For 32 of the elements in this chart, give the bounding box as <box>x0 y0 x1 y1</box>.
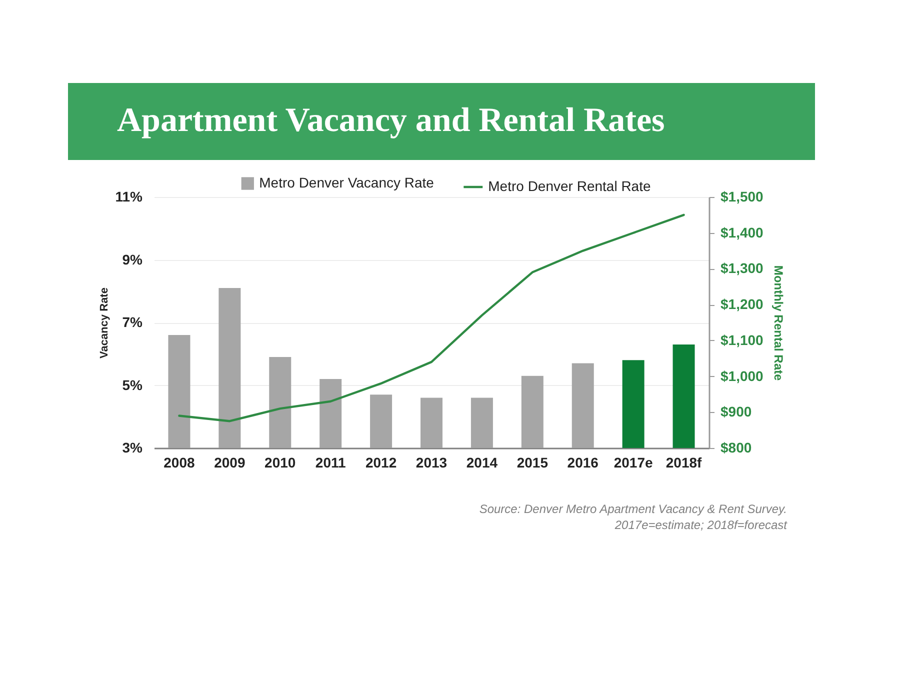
x-tick-label: 2008 <box>164 454 196 470</box>
y2-tick-label: $800 <box>720 440 752 456</box>
y-tick-label: 7% <box>122 314 144 330</box>
y-tick-label: 3% <box>122 440 144 456</box>
x-tick-label: 2018f <box>666 454 702 470</box>
source-note: Source: Denver Metro Apartment Vacancy & Rent Survey. <box>479 502 787 516</box>
y2-tick-label: $1,500 <box>720 188 764 204</box>
x-tick-label: 2010 <box>264 454 296 470</box>
line-series <box>178 214 685 422</box>
legend-label: Metro Denver Vacancy Rate <box>259 174 434 190</box>
y2-tick-label: $1,100 <box>720 332 764 348</box>
x-tick-label: 2017e <box>614 454 653 470</box>
y-tick-label: 5% <box>122 376 144 393</box>
y2-tick-label: $1,300 <box>720 260 764 276</box>
y2-axis-title: Monthly Rental Rate <box>771 265 786 381</box>
y2-tick-label: $1,400 <box>720 224 764 240</box>
x-tick-label: 2009 <box>214 454 246 470</box>
y2-tick-label: $1,000 <box>720 368 764 384</box>
y-tick-label: 11% <box>115 188 144 204</box>
x-tick-label: 2014 <box>466 454 498 470</box>
y2-tick-label: $900 <box>720 404 752 420</box>
text: 2017e=estimate; 2018f=forecast <box>614 518 788 532</box>
y-axis-title: Vacancy Rate <box>98 288 110 358</box>
x-tick-label: 2015 <box>516 454 548 470</box>
x-tick-label: 2013 <box>416 454 448 470</box>
legend-label: Metro Denver Rental Rate <box>488 178 651 194</box>
chart-title: Apartment Vacancy and Rental Rates <box>117 102 665 139</box>
x-tick-label: 2011 <box>315 454 346 470</box>
y2-tick-label: $1,200 <box>720 296 764 312</box>
x-tick-label: 2012 <box>365 454 397 470</box>
y-tick-label: 9% <box>122 251 144 268</box>
x-tick-label: 2016 <box>567 454 599 470</box>
